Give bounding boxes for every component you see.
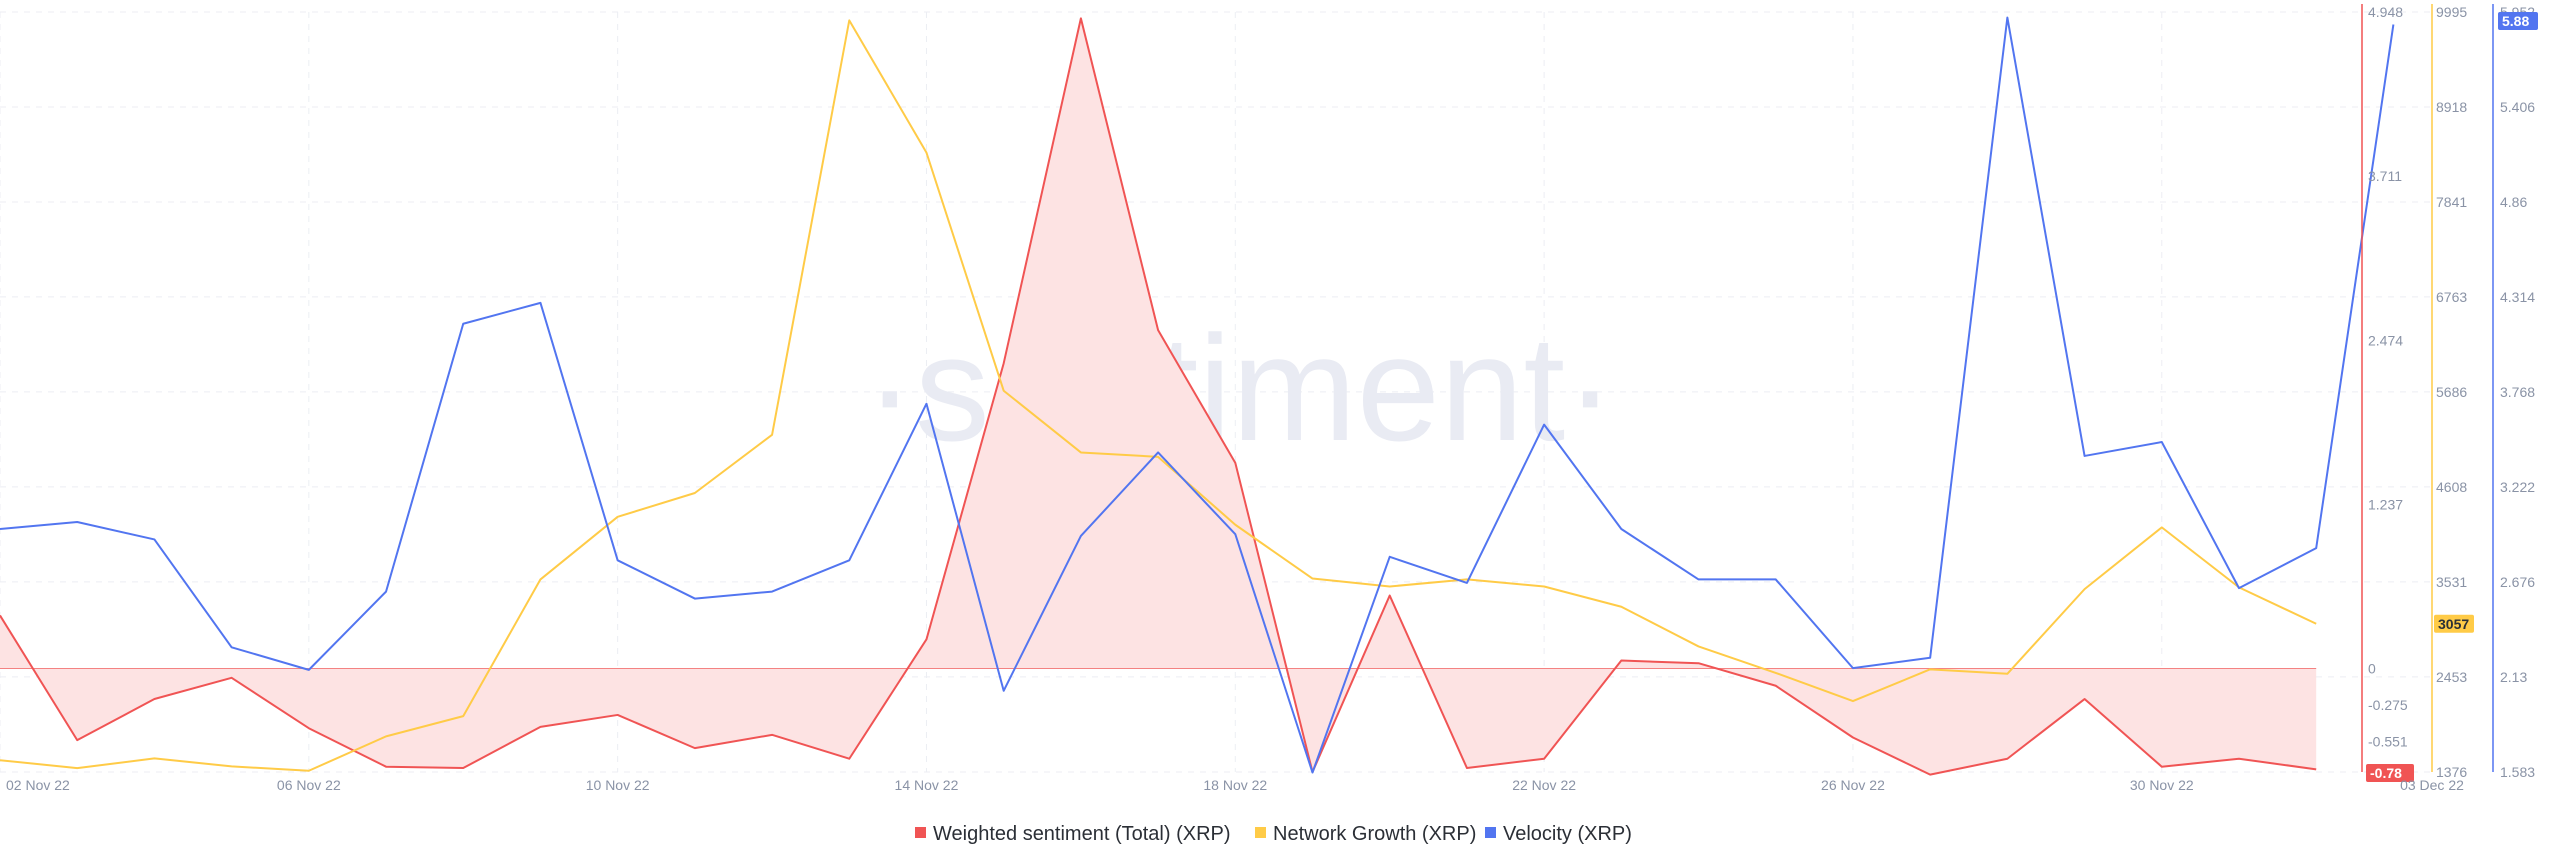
axis-velocity: 5.9525.4064.864.3143.7683.2222.6762.131.… (2492, 4, 2538, 780)
series-0 (0, 17, 2317, 776)
x-tick-label: 14 Nov 22 (895, 777, 959, 793)
x-tick-label: 26 Nov 22 (1821, 777, 1885, 793)
current-value-label-sentiment: -0.78 (2370, 765, 2402, 781)
legend-label: Network Growth (XRP) (1273, 823, 1476, 845)
axis-tick-label-sentiment: -0.275 (2368, 697, 2408, 713)
axis-tick-label-network: 5686 (2436, 384, 2467, 400)
legend-label: Velocity (XRP) (1503, 823, 1632, 845)
axis-tick-label-network: 7841 (2436, 194, 2467, 210)
series-layer (0, 16, 2395, 776)
legend-swatch (915, 827, 926, 838)
legend-swatch (1485, 827, 1496, 838)
x-axis-labels: 02 Nov 22 06 Nov 22 10 Nov 22 14 Nov 22 18 N… (6, 777, 2464, 793)
series-line-2 (0, 16, 2395, 774)
axis-tick-label-network: 2453 (2436, 669, 2467, 685)
axis-tick-label-velocity: 1.583 (2500, 764, 2535, 780)
current-value-badge-velocity (2498, 12, 2538, 30)
axis-tick-label-network: 9995 (2436, 4, 2467, 20)
current-value-label-network: 3057 (2438, 616, 2469, 632)
legend-item-2[interactable]: Velocity (XRP) (1485, 823, 1632, 845)
axis-network: 9995 8918 7841 6763 5686 4608 3531 2453 1376 3057 (2431, 4, 2474, 780)
x-tick-label: 03 Dec 22 (2400, 777, 2464, 793)
current-value-badge-network (2434, 614, 2474, 633)
series-2 (0, 16, 2395, 774)
current-value-badge-sentiment (2366, 764, 2414, 782)
axis-tick-label-velocity: 3.768 (2500, 384, 2535, 400)
legend-item-0[interactable]: Weighted sentiment (Total) (XRP) (915, 823, 1231, 845)
axis-sentiment: 4.948 3.711 2.474 1.237 0 -0.275 -0.551 -0.78 (2361, 4, 2414, 782)
axis-tick-label-velocity: 4.86 (2500, 194, 2527, 210)
x-tick-label: 30 Nov 22 (2130, 777, 2194, 793)
axis-tick-label-velocity: 2.13 (2500, 669, 2527, 685)
sentiment-area-fill (0, 18, 2317, 775)
x-tick-label: 22 Nov 22 (1512, 777, 1576, 793)
santiment-watermark: ·santiment· (865, 304, 1615, 472)
axis-tick-label-velocity: 4.314 (2500, 289, 2535, 305)
current-value-label-velocity: 5.88 (2502, 13, 2529, 29)
axis-tick-label-network: 1376 (2436, 764, 2467, 780)
x-tick-label: 18 Nov 22 (1203, 777, 1267, 793)
legend-item-1[interactable]: Network Growth (XRP) (1255, 823, 1476, 845)
x-tick-label: 10 Nov 22 (586, 777, 650, 793)
series-1 (0, 19, 2317, 772)
axes: 4.948 3.711 2.474 1.237 0 -0.275 -0.551 -0.78 99… (2361, 4, 2538, 782)
x-tick-label: 06 Nov 22 (277, 777, 341, 793)
axis-tick-label-sentiment: 0 (2368, 661, 2376, 677)
x-tick-label: 02 Nov 22 (6, 777, 70, 793)
legend-swatch (1255, 827, 1266, 838)
legend[interactable]: Weighted sentiment (Total) (XRP) Network … (915, 823, 1632, 845)
axis-tick-label-velocity: 2.676 (2500, 574, 2535, 590)
axis-tick-label-sentiment: 3.711 (2368, 168, 2402, 184)
axis-tick-label-sentiment: 2.474 (2368, 332, 2403, 348)
axis-tick-label-velocity: 3.222 (2500, 479, 2535, 495)
axis-tick-label-network: 3531 (2436, 574, 2467, 590)
axis-tick-label-network: 6763 (2436, 289, 2467, 305)
axis-tick-label-sentiment: -0.551 (2368, 734, 2408, 750)
axis-tick-label-network: 4608 (2436, 479, 2467, 495)
axis-tick-label-network: 8918 (2436, 99, 2467, 115)
axis-tick-label-sentiment: 1.237 (2368, 496, 2403, 512)
legend-label: Weighted sentiment (Total) (XRP) (933, 823, 1231, 845)
axis-tick-label-velocity: 5.406 (2500, 99, 2535, 115)
axis-tick-label-sentiment: 4.948 (2368, 4, 2403, 20)
